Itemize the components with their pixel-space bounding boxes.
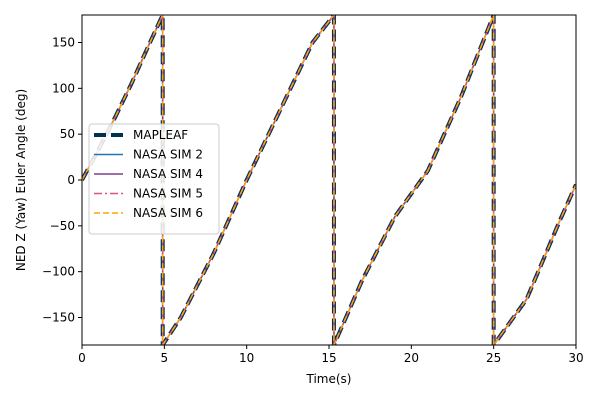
y-tick-label: −100: [42, 265, 75, 279]
y-tick-label: 150: [52, 36, 75, 50]
x-tick-label: 5: [161, 351, 169, 365]
x-tick-label: 15: [321, 351, 336, 365]
x-tick-label: 20: [404, 351, 419, 365]
legend-label-4: NASA SIM 6: [133, 206, 203, 220]
legend: MAPLEAF NASA SIM 2 NASA SIM 4 NASA SIM 5 NAS…: [88, 123, 220, 235]
legend-label-0: MAPLEAF: [133, 128, 188, 142]
legend-label-1: NASA SIM 2: [133, 148, 203, 162]
x-tick-label: 10: [239, 351, 254, 365]
y-axis-label: NED Z (Yaw) Euler Angle (deg): [14, 89, 28, 271]
y-tick-label: 0: [67, 173, 75, 187]
legend-label-2: NASA SIM 4: [133, 167, 203, 181]
y-tick-label: −150: [42, 311, 75, 325]
x-axis-label: Time(s): [306, 372, 352, 386]
x-tick-label: 0: [78, 351, 86, 365]
x-axis-ticks: 0 5 10 15 20 25 30: [78, 345, 584, 365]
x-tick-label: 30: [568, 351, 583, 365]
legend-box: [88, 123, 220, 235]
x-tick-label: 25: [486, 351, 501, 365]
series-layer: [82, 15, 576, 345]
series-line-4: [82, 15, 576, 345]
y-axis-ticks: −150 −100 −50 0 50 100 150: [42, 36, 82, 325]
legend-label-3: NASA SIM 5: [133, 187, 203, 201]
y-tick-label: −50: [50, 219, 75, 233]
y-tick-label: 100: [52, 81, 75, 95]
y-tick-label: 50: [60, 127, 75, 141]
